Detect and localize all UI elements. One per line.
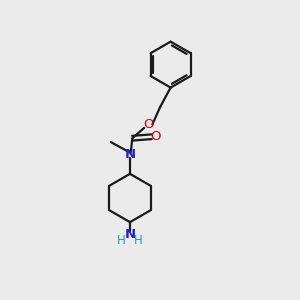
Text: N: N <box>124 148 136 161</box>
Text: H: H <box>117 234 126 247</box>
Text: O: O <box>143 118 154 131</box>
Text: H: H <box>134 234 142 247</box>
Text: N: N <box>124 228 136 241</box>
Text: O: O <box>151 130 161 143</box>
